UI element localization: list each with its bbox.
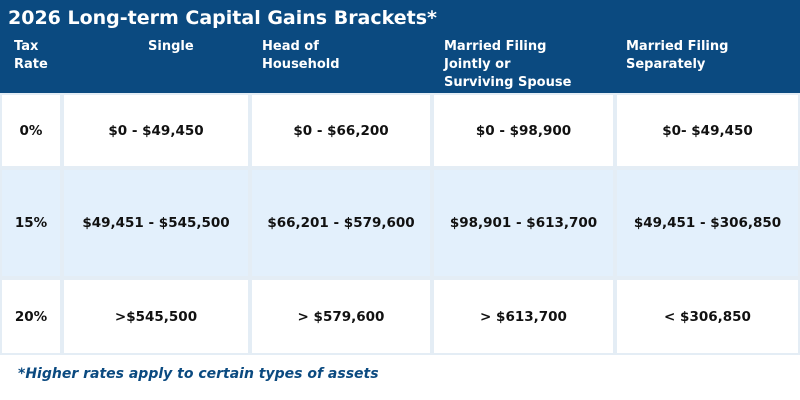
column-header: Tax Rate [14, 39, 48, 72]
table-cell: $0 - $66,200 [250, 93, 432, 168]
title: 2026 Long-term Capital Gains Brackets* [0, 0, 800, 36]
table-cell: > $613,700 [432, 278, 615, 355]
table-cell: $0 - $49,450 [62, 93, 250, 168]
column-header: Married Filing Separately [626, 39, 729, 72]
table-cell: < $306,850 [615, 278, 800, 355]
header-row [0, 36, 800, 93]
column-header: Married Filing Jointly or Surviving Spou… [444, 39, 572, 90]
column-header: Head of Household [262, 39, 340, 72]
table-cell: 20% [0, 278, 62, 355]
column-header: Single [148, 39, 194, 54]
table-cell: > $579,600 [250, 278, 432, 355]
footnote: *Higher rates apply to certain types of … [18, 366, 379, 382]
table-cell: $0 - $98,900 [432, 93, 615, 168]
table-cell: $49,451 - $545,500 [62, 168, 250, 278]
table-cell: $0- $49,450 [615, 93, 800, 168]
table-cell: $98,901 - $613,700 [432, 168, 615, 278]
table-cell: 15% [0, 168, 62, 278]
table-cell: $66,201 - $579,600 [250, 168, 432, 278]
table-cell: >$545,500 [62, 278, 250, 355]
table-cell: $49,451 - $306,850 [615, 168, 800, 278]
table-cell: 0% [0, 93, 62, 168]
